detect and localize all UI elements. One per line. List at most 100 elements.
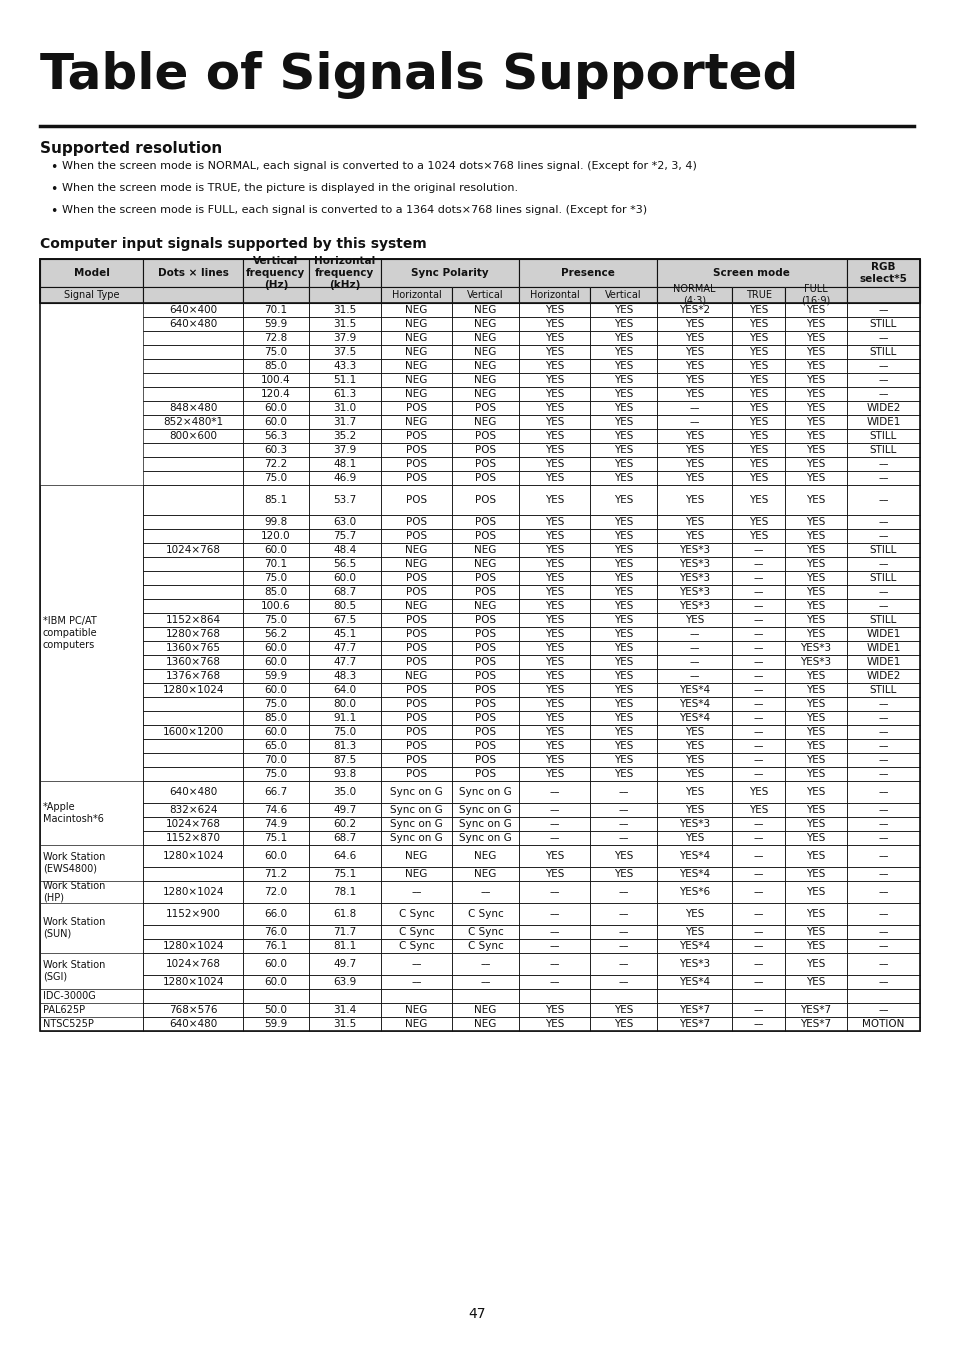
Bar bbox=[309, 753, 380, 767]
Text: YES: YES bbox=[613, 332, 633, 343]
Bar bbox=[732, 543, 784, 557]
Bar bbox=[452, 485, 518, 515]
Text: POS: POS bbox=[475, 698, 496, 709]
Text: TRUE: TRUE bbox=[745, 290, 771, 300]
Bar bbox=[380, 557, 452, 571]
Text: 120.0: 120.0 bbox=[261, 531, 291, 540]
Bar bbox=[590, 317, 656, 331]
Bar bbox=[380, 640, 452, 655]
Bar bbox=[309, 711, 380, 725]
Text: C Sync: C Sync bbox=[467, 927, 503, 938]
Text: POS: POS bbox=[406, 630, 427, 639]
Bar bbox=[656, 430, 732, 443]
Bar bbox=[380, 373, 452, 386]
Bar bbox=[452, 902, 518, 925]
Text: YES: YES bbox=[613, 586, 633, 597]
Bar bbox=[784, 345, 846, 359]
Text: YES*3: YES*3 bbox=[679, 819, 709, 830]
Bar bbox=[846, 485, 919, 515]
Text: WIDE2: WIDE2 bbox=[865, 671, 900, 681]
Bar bbox=[452, 867, 518, 881]
Bar bbox=[590, 485, 656, 515]
Text: 75.0: 75.0 bbox=[264, 615, 287, 626]
Text: Work Station
(HP): Work Station (HP) bbox=[43, 881, 105, 902]
Bar bbox=[518, 781, 590, 802]
Text: YES*3: YES*3 bbox=[679, 573, 709, 584]
Bar bbox=[380, 753, 452, 767]
Bar bbox=[518, 989, 590, 1002]
Text: YES: YES bbox=[613, 403, 633, 413]
Text: POS: POS bbox=[475, 403, 496, 413]
Text: 59.9: 59.9 bbox=[264, 1019, 287, 1029]
Text: 63.9: 63.9 bbox=[333, 977, 356, 988]
Bar bbox=[40, 259, 143, 286]
Text: YES: YES bbox=[805, 942, 824, 951]
Bar bbox=[40, 989, 143, 1002]
Bar bbox=[784, 571, 846, 585]
Text: YES: YES bbox=[613, 601, 633, 611]
Text: POS: POS bbox=[406, 615, 427, 626]
Bar bbox=[40, 259, 143, 286]
Bar bbox=[242, 684, 309, 697]
Text: FULL
(16:9): FULL (16:9) bbox=[801, 284, 830, 305]
Text: POS: POS bbox=[475, 657, 496, 667]
Text: POS: POS bbox=[406, 459, 427, 469]
Bar bbox=[242, 627, 309, 640]
Text: YES: YES bbox=[684, 444, 703, 455]
Text: 63.0: 63.0 bbox=[333, 517, 356, 527]
Bar bbox=[656, 259, 846, 286]
Text: 76.0: 76.0 bbox=[264, 927, 287, 938]
Text: YES: YES bbox=[805, 769, 824, 780]
Text: NEG: NEG bbox=[405, 869, 427, 880]
Text: YES: YES bbox=[544, 531, 563, 540]
Bar bbox=[143, 373, 242, 386]
Bar bbox=[732, 844, 784, 867]
Text: 1280×1024: 1280×1024 bbox=[162, 888, 224, 897]
Text: 74.6: 74.6 bbox=[264, 805, 287, 815]
Text: 31.5: 31.5 bbox=[333, 1019, 356, 1029]
Bar bbox=[784, 585, 846, 598]
Bar bbox=[518, 415, 590, 430]
Text: *IBM PC/AT
compatible
computers: *IBM PC/AT compatible computers bbox=[43, 616, 97, 650]
Bar bbox=[452, 697, 518, 711]
Text: YES*2: YES*2 bbox=[679, 305, 709, 315]
Text: YES: YES bbox=[613, 559, 633, 569]
Bar bbox=[518, 753, 590, 767]
Text: 60.0: 60.0 bbox=[264, 544, 287, 555]
Bar bbox=[846, 939, 919, 952]
Text: 1024×768: 1024×768 bbox=[166, 959, 220, 969]
Bar bbox=[732, 925, 784, 939]
Bar bbox=[380, 711, 452, 725]
Text: NEG: NEG bbox=[405, 332, 427, 343]
Bar bbox=[590, 571, 656, 585]
Bar bbox=[452, 925, 518, 939]
Text: NEG: NEG bbox=[405, 417, 427, 427]
Text: Sync on G: Sync on G bbox=[390, 819, 442, 830]
Bar bbox=[309, 401, 380, 415]
Text: 1376×768: 1376×768 bbox=[166, 671, 220, 681]
Bar bbox=[40, 1017, 143, 1031]
Bar bbox=[309, 471, 380, 485]
Text: 46.9: 46.9 bbox=[333, 473, 356, 484]
Bar bbox=[732, 530, 784, 543]
Bar bbox=[656, 286, 732, 303]
Bar bbox=[242, 711, 309, 725]
Bar bbox=[846, 725, 919, 739]
Text: 75.1: 75.1 bbox=[264, 834, 287, 843]
Bar bbox=[784, 598, 846, 613]
Text: PAL625P: PAL625P bbox=[43, 1005, 85, 1015]
Text: STILL: STILL bbox=[869, 347, 896, 357]
Bar bbox=[40, 781, 143, 844]
Bar bbox=[452, 598, 518, 613]
Bar bbox=[309, 485, 380, 515]
Bar bbox=[452, 286, 518, 303]
Text: YES: YES bbox=[805, 473, 824, 484]
Bar bbox=[732, 286, 784, 303]
Bar bbox=[242, 817, 309, 831]
Text: YES: YES bbox=[613, 376, 633, 385]
Text: YES: YES bbox=[805, 630, 824, 639]
Bar bbox=[732, 975, 784, 989]
Text: 48.1: 48.1 bbox=[333, 459, 356, 469]
Text: POS: POS bbox=[475, 643, 496, 653]
Bar bbox=[40, 881, 143, 902]
